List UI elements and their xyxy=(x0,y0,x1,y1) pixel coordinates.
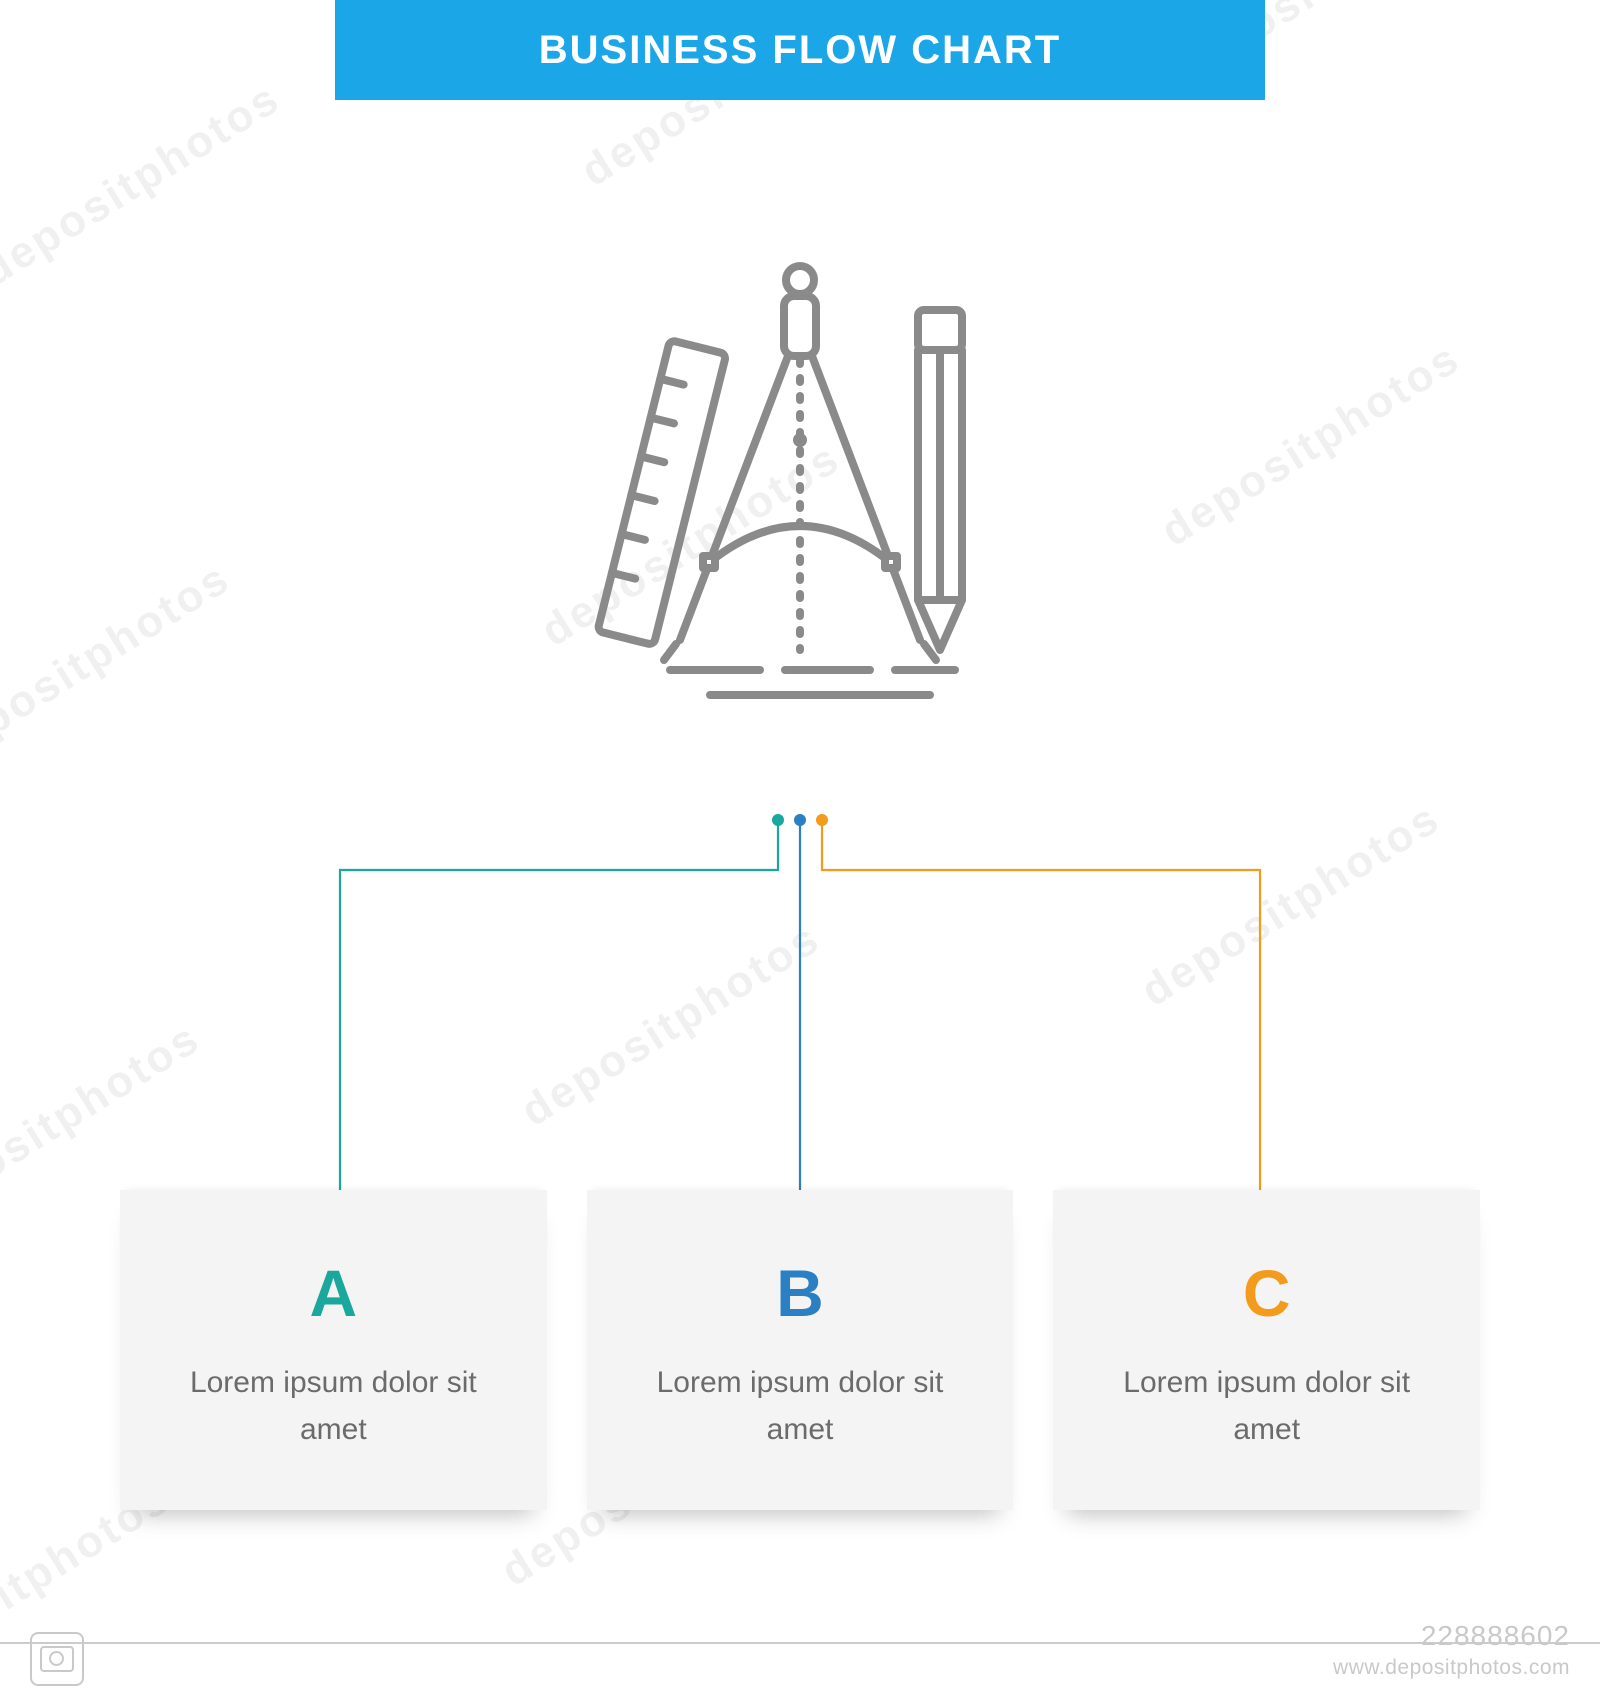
header-title: BUSINESS FLOW CHART xyxy=(539,28,1061,73)
card-letter: B xyxy=(587,1260,1014,1326)
card-row: A Lorem ipsum dolor sit amet B Lorem ipsum … xyxy=(120,1190,1480,1510)
watermark-id: 228888602 xyxy=(1421,1620,1570,1652)
canvas: depositphotos depositphotos depositphoto… xyxy=(0,0,1600,1700)
watermark-diag: depositphotos xyxy=(0,73,289,297)
footer-line xyxy=(0,1642,1600,1644)
watermark-diag: depositphotos xyxy=(1133,793,1450,1017)
header-bar: BUSINESS FLOW CHART xyxy=(335,0,1265,100)
card-letter: C xyxy=(1053,1260,1480,1326)
card-c: C Lorem ipsum dolor sit amet xyxy=(1053,1190,1480,1510)
watermark-logo-icon xyxy=(30,1632,84,1686)
watermark-diag: depositphotos xyxy=(0,553,239,777)
card-a: A Lorem ipsum dolor sit amet xyxy=(120,1190,547,1510)
card-body: Lorem ipsum dolor sit amet xyxy=(1053,1360,1480,1453)
card-letter: A xyxy=(120,1260,547,1326)
card-body: Lorem ipsum dolor sit amet xyxy=(120,1360,547,1453)
watermark-diag: depositphotos xyxy=(1153,333,1470,557)
watermark-url: www.depositphotos.com xyxy=(1333,1656,1570,1680)
watermark-diag: depositphotos xyxy=(513,913,830,1137)
design-tools-icon xyxy=(560,240,1040,720)
card-b: B Lorem ipsum dolor sit amet xyxy=(587,1190,1014,1510)
card-body: Lorem ipsum dolor sit amet xyxy=(587,1360,1014,1453)
